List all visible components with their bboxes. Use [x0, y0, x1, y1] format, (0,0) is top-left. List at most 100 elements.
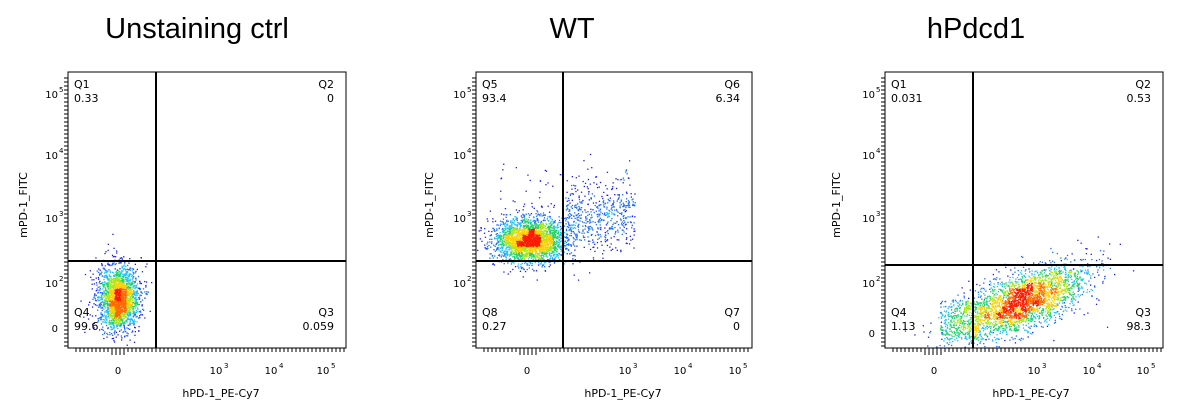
event-dot — [549, 244, 552, 247]
event-dot — [498, 234, 501, 237]
event-dot — [533, 216, 535, 218]
event-dot — [132, 310, 135, 312]
event-dot — [542, 246, 544, 248]
event-dot — [510, 236, 512, 238]
event-dot — [546, 256, 549, 258]
event-dot — [554, 243, 556, 245]
event-dot — [122, 276, 124, 278]
event-dot — [544, 246, 546, 249]
event-dot — [131, 270, 134, 272]
event-dot — [108, 290, 110, 292]
event-dot — [103, 294, 105, 297]
event-dot — [129, 339, 131, 341]
event-dot — [118, 279, 120, 281]
event-dot — [107, 296, 109, 298]
event-dot — [600, 228, 602, 231]
event-dot — [508, 232, 510, 234]
event-dot — [550, 252, 552, 254]
event-dot — [134, 313, 136, 315]
event-dot — [552, 238, 554, 240]
event-dot — [510, 259, 512, 261]
event-dot — [127, 313, 129, 316]
event-dot — [92, 273, 94, 275]
event-dot — [545, 247, 547, 249]
event-dot — [113, 315, 116, 317]
event-dot — [136, 291, 138, 293]
event-dot — [531, 236, 533, 238]
event-dot — [525, 224, 527, 226]
event-dot — [127, 276, 129, 278]
event-dot — [535, 213, 537, 215]
event-dot — [531, 257, 533, 259]
event-dot — [519, 250, 521, 252]
event-dot — [117, 289, 119, 291]
event-dot — [597, 227, 599, 229]
event-dot — [118, 278, 121, 280]
event-dot — [539, 234, 541, 236]
event-dot — [103, 314, 106, 316]
event-dot — [140, 282, 143, 285]
event-dot — [508, 243, 510, 245]
event-dot — [117, 276, 119, 279]
event-dot — [543, 232, 545, 234]
event-dot — [128, 306, 131, 308]
event-dot — [532, 228, 534, 230]
event-dot — [556, 240, 558, 243]
event-dot — [122, 287, 124, 289]
event-dot — [501, 249, 503, 251]
event-dot — [118, 285, 120, 287]
event-dot — [540, 228, 542, 231]
event-dot — [549, 215, 551, 218]
event-dot — [541, 257, 543, 260]
event-dot — [539, 228, 541, 230]
event-dot — [583, 246, 585, 248]
event-dot — [107, 283, 109, 286]
event-dot — [546, 248, 548, 251]
event-dot — [106, 276, 109, 279]
event-dot — [120, 308, 122, 310]
event-dot — [502, 246, 504, 249]
event-dot — [130, 304, 133, 306]
event-dot — [509, 230, 511, 232]
event-dot — [539, 239, 541, 242]
event-dot — [521, 243, 523, 245]
event-dot — [531, 202, 533, 205]
event-dot — [123, 282, 125, 285]
event-dot — [512, 268, 514, 271]
event-dot — [544, 245, 546, 247]
event-dot — [116, 303, 119, 306]
event-dot — [108, 310, 110, 313]
event-dot — [527, 234, 530, 236]
event-dot — [544, 244, 546, 247]
event-dot — [120, 262, 122, 264]
event-dot — [519, 238, 521, 241]
event-dot — [536, 244, 538, 246]
event-dot — [521, 230, 523, 232]
event-dot — [520, 237, 522, 239]
event-dot — [524, 238, 526, 240]
event-dot — [134, 303, 136, 305]
event-dot — [112, 262, 114, 264]
event-dot — [573, 240, 575, 243]
event-dot — [102, 333, 104, 336]
event-dot — [104, 293, 106, 295]
event-dot — [93, 322, 95, 324]
event-dot — [128, 282, 130, 284]
event-dot — [105, 293, 107, 295]
event-dot — [527, 237, 529, 239]
event-dot — [117, 291, 119, 293]
event-dot — [503, 245, 505, 247]
event-dot — [543, 233, 545, 235]
x-tick-exponent: 4 — [279, 362, 284, 370]
event-dot — [500, 250, 502, 253]
event-dot — [544, 266, 546, 268]
event-dot — [545, 243, 547, 245]
event-dot — [530, 234, 532, 236]
event-dot — [135, 292, 138, 294]
event-dot — [125, 300, 128, 302]
event-dot — [524, 233, 526, 236]
event-dot — [527, 221, 530, 223]
event-dot — [127, 293, 130, 296]
event-dot — [514, 257, 516, 260]
event-dot — [132, 321, 134, 324]
